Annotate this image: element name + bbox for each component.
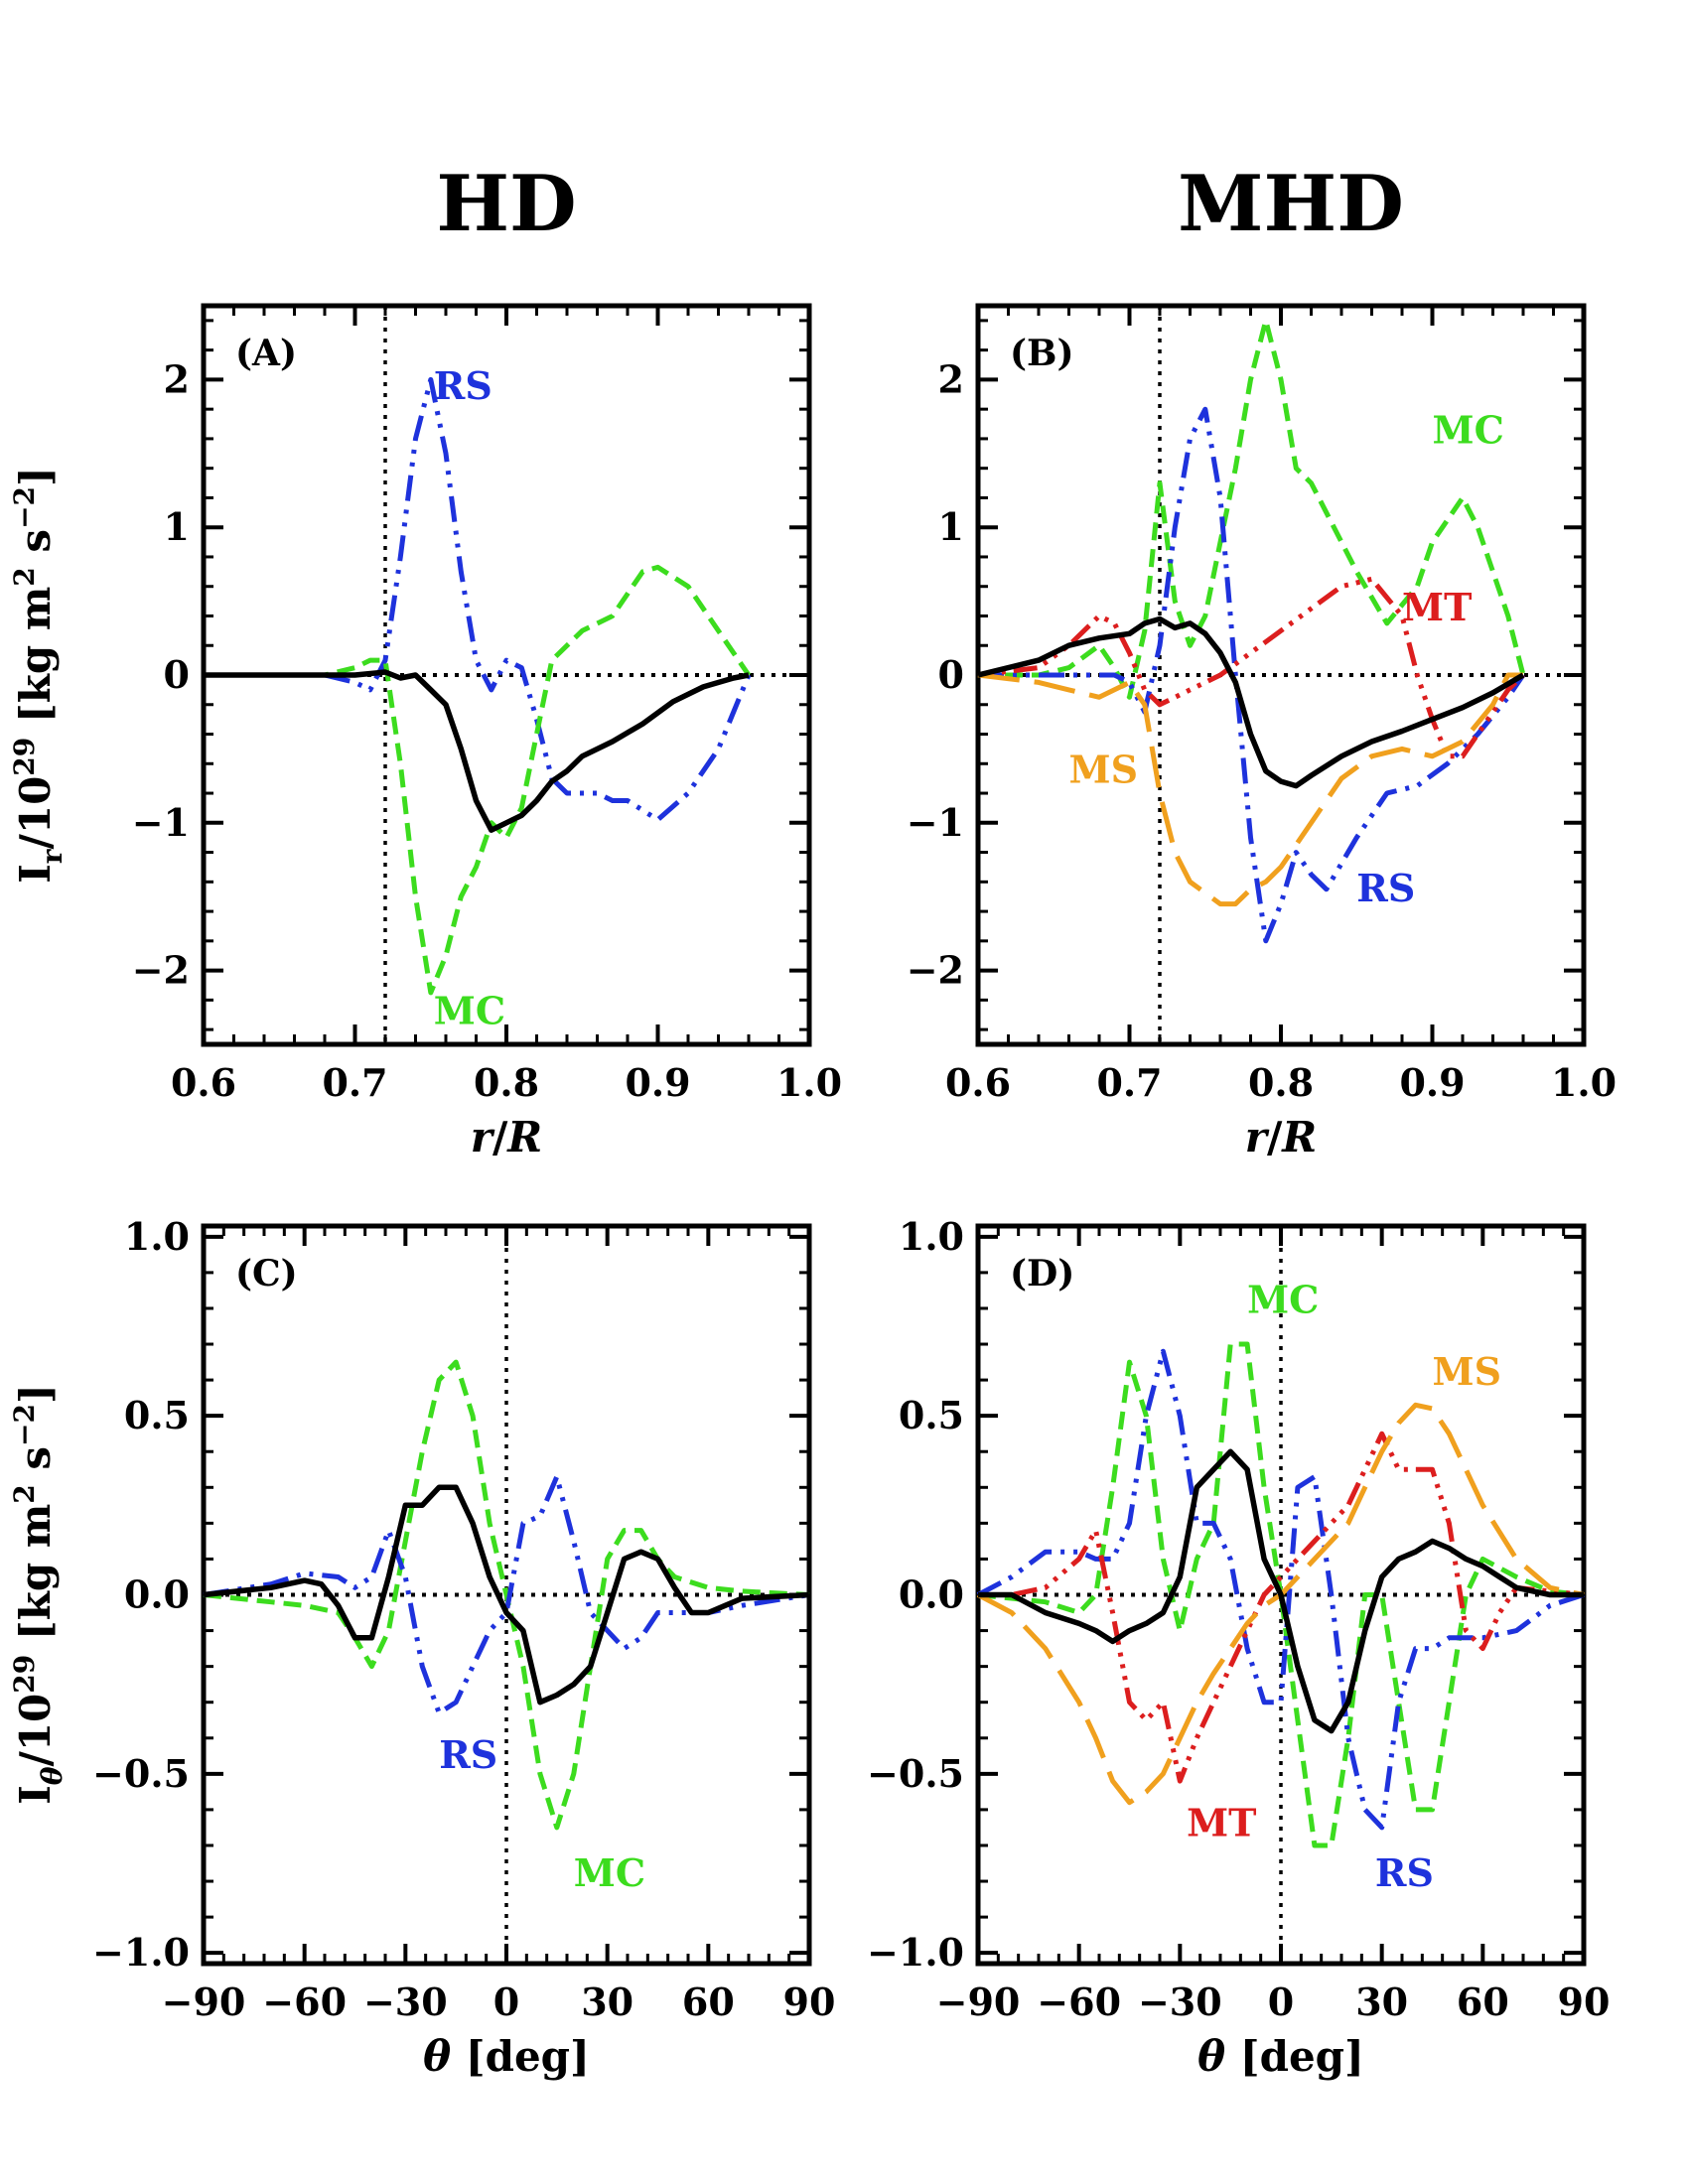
x-tick-label: 30 — [1355, 1979, 1408, 2024]
series-label-mc: MC — [434, 988, 505, 1032]
x-axis-label: r/R — [1245, 1113, 1317, 1161]
series-line-rs — [978, 406, 1526, 944]
series-line-mc — [978, 318, 1526, 700]
x-tick-label: −60 — [1037, 1979, 1121, 2024]
series-line-mt — [977, 576, 1525, 759]
y-tick-label: 0.5 — [124, 1393, 190, 1437]
x-tick-label: 0.8 — [1248, 1060, 1314, 1105]
x-tick-label: 0.9 — [1399, 1060, 1465, 1105]
y-tick-label: −0.5 — [867, 1751, 964, 1796]
x-tick-label: 30 — [581, 1979, 633, 2024]
series-label-mc: MC — [574, 1850, 645, 1895]
y-tick-label: 0 — [164, 652, 190, 697]
series-line-net — [203, 1484, 810, 1706]
x-tick-label: 0.6 — [171, 1060, 236, 1105]
series-label-mc: MC — [1433, 407, 1504, 452]
x-tick-label: 1.0 — [776, 1060, 842, 1105]
y-tick-label: 1 — [938, 504, 964, 549]
x-axis-label: θ [deg] — [1197, 2032, 1364, 2081]
y-axis-label-top: Ir/1029 [kg m2 s−2] — [8, 467, 69, 884]
panel-a: 0.6 0.7 0.8 0.9 1.0 −2 −1 0 1 2 r/R (A) RS MC — [132, 303, 842, 1161]
series-line-mc — [204, 564, 752, 996]
x-axis-label: r/R — [471, 1113, 542, 1161]
y-tick-label: −2 — [907, 948, 964, 993]
series-label-mc: MC — [1247, 1278, 1319, 1322]
x-tick-label: −60 — [262, 1979, 347, 2024]
series-line-net — [977, 615, 1525, 789]
series-label-ms: MS — [1433, 1349, 1502, 1394]
x-tick-label: 0.7 — [322, 1060, 387, 1105]
panel-label: (D) — [1010, 1253, 1074, 1295]
panel-label: (C) — [235, 1253, 298, 1295]
x-tick-label: 60 — [1457, 1979, 1509, 2024]
series-label-rs: RS — [1375, 1850, 1434, 1895]
y-tick-label: −1 — [132, 800, 190, 845]
panel-d: −90 −60 −30 0 30 60 90 −1.0 −0.5 0.0 0.5 1.0 θ [deg]… — [867, 1214, 1610, 2081]
y-tick-label: 0.0 — [124, 1572, 190, 1617]
y-tick-label: −1.0 — [92, 1930, 190, 1975]
x-tick-label: 90 — [783, 1979, 836, 2024]
x-tick-label: 60 — [682, 1979, 735, 2024]
x-tick-label: 0.8 — [474, 1060, 539, 1105]
column-title-mhd: MHD — [1178, 159, 1404, 249]
y-tick-label: 1 — [164, 504, 190, 549]
y-axis-labels: Ir/1029 [kg m2 s−2] Iθ/1029 [kg m2 s−2] — [8, 467, 69, 1805]
series-label-ms: MS — [1069, 748, 1139, 792]
y-tick-label: −1.0 — [867, 1930, 964, 1975]
x-tick-label: 90 — [1558, 1979, 1611, 2024]
x-tick-label: 0 — [1268, 1979, 1294, 2024]
series-label-rs: RS — [434, 363, 492, 408]
x-tick-label: 0 — [493, 1979, 519, 2024]
y-tick-label: 2 — [164, 356, 190, 401]
series-line-rs — [976, 1348, 1585, 1831]
panel-label: (B) — [1010, 333, 1074, 374]
y-tick-label: 2 — [938, 356, 964, 401]
x-tick-label: −30 — [363, 1979, 448, 2024]
series-line-mc — [977, 1341, 1585, 1848]
y-tick-label: −2 — [132, 948, 190, 993]
series-line-net — [204, 669, 750, 833]
y-tick-label: 1.0 — [124, 1214, 190, 1259]
y-tick-label: 0.5 — [899, 1393, 964, 1437]
series-line-mc — [203, 1359, 810, 1831]
x-tick-label: −90 — [162, 1979, 246, 2024]
y-tick-label: −0.5 — [92, 1751, 190, 1796]
y-tick-label: 0.0 — [899, 1572, 964, 1617]
panel-c: −90 −60 −30 0 30 60 90 −1.0 −0.5 0.0 0.5 1.0 θ [deg]… — [92, 1214, 835, 2081]
series-label-mt: MT — [1402, 585, 1472, 629]
x-tick-label: −90 — [936, 1979, 1021, 2024]
series-line-rs — [203, 1474, 810, 1715]
series-line-rs — [204, 376, 752, 823]
x-axis-label: θ [deg] — [423, 2032, 590, 2081]
series-label-rs: RS — [439, 1732, 497, 1777]
y-tick-label: −1 — [907, 800, 964, 845]
series-line-net — [978, 1448, 1584, 1734]
x-tick-label: 0.6 — [945, 1060, 1011, 1105]
x-tick-label: 0.7 — [1096, 1060, 1162, 1105]
series-line-mt — [978, 1431, 1585, 1784]
y-tick-label: 0 — [938, 652, 964, 697]
column-title-hd: HD — [436, 159, 576, 249]
x-tick-label: −30 — [1138, 1979, 1222, 2024]
series-line-ms — [977, 672, 1523, 907]
y-axis-label-bottom: Iθ/1029 [kg m2 s−2] — [8, 1384, 69, 1805]
series-label-rs: RS — [1356, 866, 1415, 910]
series-label-mt: MT — [1187, 1800, 1256, 1844]
y-tick-label: 1.0 — [899, 1214, 964, 1259]
x-tick-label: 0.9 — [625, 1060, 690, 1105]
x-tick-label: 1.0 — [1551, 1060, 1617, 1105]
panel-label: (A) — [235, 333, 297, 374]
panel-b: 0.6 0.7 0.8 0.9 1.0 −2 −1 0 1 2 r/R (B) MC MT MS RS — [907, 303, 1617, 1161]
